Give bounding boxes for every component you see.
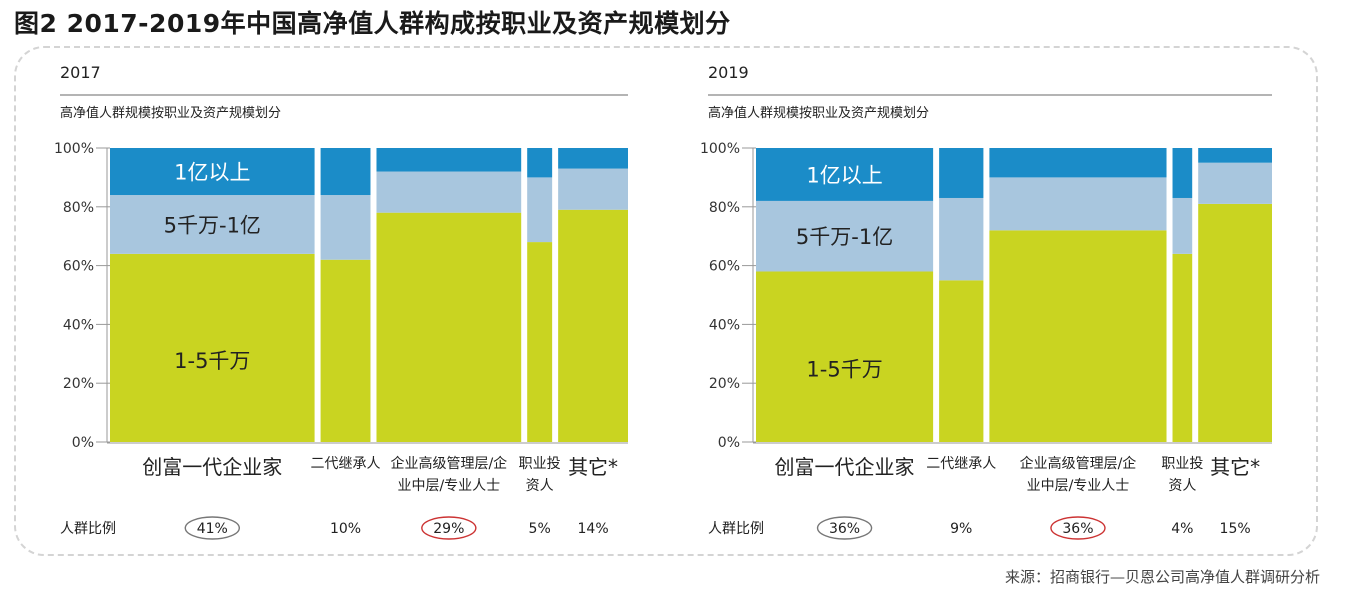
- source-note: 来源：招商银行—贝恩公司高净值人群调研分析: [1004, 568, 1320, 586]
- chart-frame: [14, 46, 1318, 556]
- figure-title: 图2 2017-2019年中国高净值人群构成按职业及资产规模划分: [14, 9, 731, 38]
